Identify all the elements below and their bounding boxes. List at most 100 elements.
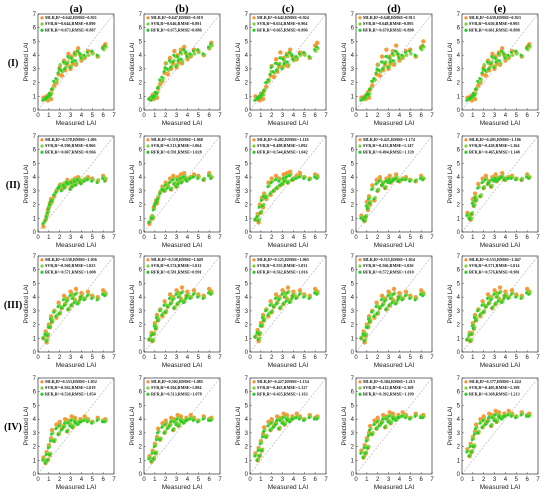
x-tick-label: 3 xyxy=(175,477,179,483)
rfr-point xyxy=(160,75,164,79)
y-tick-label: 6 xyxy=(245,268,249,274)
rfr-point xyxy=(70,60,74,64)
x-tick-label: 5 xyxy=(91,235,95,241)
svr-legend-text: SVR,R²=0.504,RMSE=1.084 xyxy=(151,385,202,390)
y-tick-label: 2 xyxy=(457,81,461,87)
rfr-point xyxy=(418,46,422,50)
rfr-point xyxy=(66,307,70,311)
y-tick-label: 3 xyxy=(139,309,143,315)
rfr-point xyxy=(100,292,104,296)
rfr-legend-marker xyxy=(146,150,150,154)
y-axis-label: Predicted LAI xyxy=(235,164,242,203)
rfr-point xyxy=(380,417,384,421)
rfr-point xyxy=(386,294,390,298)
svr-legend-marker xyxy=(252,386,256,390)
rfr-point xyxy=(390,52,394,56)
x-tick-label: 1 xyxy=(365,113,369,119)
y-tick-label: 2 xyxy=(351,203,355,209)
rfr-point xyxy=(44,339,48,343)
x-tick-label: 4 xyxy=(292,235,296,241)
rfr-point xyxy=(152,445,156,449)
rfr-point xyxy=(59,189,63,193)
y-tick-label: 0 xyxy=(245,230,249,236)
rfr-point xyxy=(155,197,159,201)
rfr-point xyxy=(362,219,366,223)
mlr-point xyxy=(75,46,81,51)
y-tick-label: 5 xyxy=(33,161,37,167)
x-axis-label: Measured LAI xyxy=(480,362,521,369)
mlr-point xyxy=(167,55,173,61)
rfr-point xyxy=(182,421,186,425)
mlr-point xyxy=(483,73,489,78)
x-tick-label: 6 xyxy=(419,477,423,483)
rfr-point xyxy=(253,335,257,339)
rfr-point xyxy=(465,450,469,454)
rfr-point xyxy=(41,458,45,462)
y-axis-label: Predicted LAI xyxy=(23,164,30,203)
column-label: (e) xyxy=(494,3,507,15)
rfr-point xyxy=(171,60,175,64)
x-tick-label: 1 xyxy=(259,355,263,361)
rfr-point xyxy=(47,453,51,457)
rfr-point xyxy=(503,414,507,418)
y-tick-label: 1 xyxy=(33,94,37,100)
one-to-one-line xyxy=(37,255,115,353)
rfr-point xyxy=(294,416,298,420)
rfr-legend-text: RFR,R²=0.465,RMSE=1.148 xyxy=(469,149,520,154)
x-tick-label: 1 xyxy=(47,235,51,241)
x-axis-label: Measured LAI xyxy=(162,362,203,369)
rfr-point xyxy=(167,297,171,301)
mlr-point xyxy=(260,96,266,102)
rfr-point xyxy=(408,49,412,53)
rfr-point xyxy=(174,423,178,427)
row-label: (I) xyxy=(8,58,19,69)
rfr-point xyxy=(68,65,72,69)
row-label: (II) xyxy=(6,180,20,191)
y-tick-label: 7 xyxy=(245,376,249,382)
plot-frame xyxy=(461,255,539,353)
rfr-point xyxy=(476,79,480,83)
rfr-point xyxy=(284,53,288,57)
rfr-point xyxy=(268,192,272,196)
x-tick-label: 4 xyxy=(80,477,84,483)
y-tick-label: 3 xyxy=(457,431,461,437)
plot-frame xyxy=(461,135,539,233)
rfr-point xyxy=(370,79,374,83)
y-tick-label: 0 xyxy=(139,472,143,478)
rfr-point xyxy=(281,177,285,181)
rfr-point xyxy=(65,61,69,65)
mlr-point xyxy=(421,39,426,44)
y-tick-label: 3 xyxy=(33,309,37,315)
rfr-point xyxy=(155,318,159,322)
rfr-point xyxy=(400,53,404,57)
rfr-point xyxy=(421,416,425,420)
rfr-point xyxy=(408,179,412,183)
rfr-point xyxy=(68,294,72,298)
rfr-point xyxy=(268,72,272,76)
rfr-point xyxy=(387,56,391,60)
rfr-point xyxy=(100,46,104,50)
rfr-legend-marker xyxy=(252,150,256,154)
svr-legend-marker xyxy=(358,22,362,26)
mlr-point xyxy=(285,285,291,290)
rfr-point xyxy=(61,298,65,302)
rfr-point xyxy=(387,178,391,182)
svr-point xyxy=(58,62,63,67)
y-tick-label: 0 xyxy=(33,350,37,356)
plot-frame xyxy=(143,255,221,353)
one-to-one-line xyxy=(461,255,539,353)
mlr-legend-marker xyxy=(252,16,256,20)
rfr-point xyxy=(147,338,151,342)
y-tick-label: 7 xyxy=(139,134,143,140)
rfr-point xyxy=(201,178,205,182)
rfr-point xyxy=(70,185,74,189)
y-tick-label: 0 xyxy=(457,472,461,478)
svr-point xyxy=(376,62,381,67)
rfr-point xyxy=(384,179,388,183)
x-axis-label: Measured LAI xyxy=(268,362,309,369)
y-tick-label: 6 xyxy=(33,390,37,396)
rfr-point xyxy=(397,56,401,60)
rfr-point xyxy=(90,179,94,183)
